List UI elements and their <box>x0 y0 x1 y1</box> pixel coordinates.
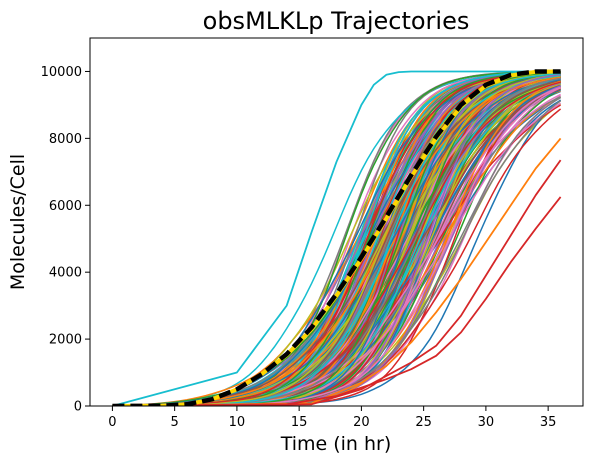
y-tick-label: 2000 <box>49 333 82 348</box>
x-tick-label: 15 <box>291 415 308 430</box>
x-axis-label: Time (in hr) <box>280 433 392 455</box>
x-tick-label: 0 <box>108 415 116 430</box>
x-tick-label: 5 <box>171 415 179 430</box>
y-tick-label: 4000 <box>49 266 82 281</box>
x-tick-label: 35 <box>540 415 557 430</box>
y-tick-label: 0 <box>74 400 82 415</box>
x-tick-label: 30 <box>478 415 495 430</box>
y-tick-label: 6000 <box>49 199 82 214</box>
y-axis-label: Molecules/Cell <box>7 154 29 290</box>
x-tick-label: 25 <box>415 415 432 430</box>
x-tick-label: 10 <box>229 415 246 430</box>
chart-title: obsMLKLp Trajectories <box>203 7 470 35</box>
y-tick-label: 8000 <box>49 132 82 147</box>
y-tick-label: 10000 <box>41 65 82 80</box>
x-tick-label: 20 <box>353 415 370 430</box>
